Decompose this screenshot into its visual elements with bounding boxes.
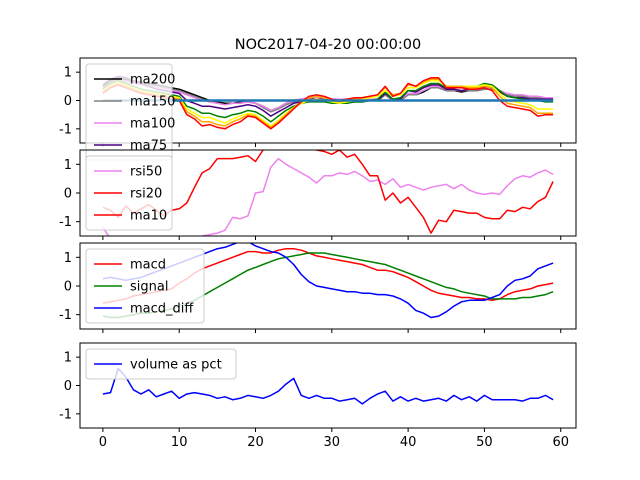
y-tick-label-rsi-1: 0: [64, 187, 72, 202]
x-tick-label-1: 10: [171, 435, 188, 450]
legend-label-rsi-0: rsi50: [130, 165, 162, 180]
series-line-ma-unnamed-6: [102, 78, 554, 129]
y-tick-label-volume-2: 1: [64, 351, 72, 366]
legend-ma: ma200 ma150 ma100 ma75: [85, 63, 175, 161]
x-tick-label-2: 20: [247, 435, 264, 450]
y-tick-label-macd-1: 0: [64, 280, 72, 295]
legend-label-ma-1: ma150: [130, 95, 175, 110]
y-tick-label-ma-2: 1: [64, 66, 72, 81]
legend-box-macd: [85, 248, 205, 324]
x-tick-label-0: 0: [99, 435, 107, 450]
x-tick-label-4: 40: [400, 435, 417, 450]
y-tick-label-rsi-2: 1: [64, 158, 72, 173]
legend-rsi: rsi50 rsi20 ma10: [85, 155, 173, 231]
legend-label-macd-1: signal: [130, 280, 168, 295]
series-line-rsi-rsi50: [102, 157, 554, 236]
y-tick-label-volume-1: 0: [64, 379, 72, 394]
legend-label-macd-0: macd: [130, 258, 166, 273]
legend-macd: macd signal macd_diff: [85, 248, 205, 324]
y-tick-label-rsi-0: -1: [59, 215, 72, 230]
y-tick-label-ma-0: -1: [59, 122, 72, 137]
legend-label-macd-2: macd_diff: [130, 302, 194, 317]
panel-rsi: -1 0 1 rsi50 rsi20 ma10: [59, 149, 577, 240]
panel-ma: -1 0 1 ma200 ma150 ma100 ma75: [59, 57, 577, 161]
legend-box-volume: [85, 348, 237, 380]
legend-label-rsi-2: ma10: [130, 209, 167, 224]
panel-volume-series: [102, 367, 554, 405]
x-tick-label-6: 60: [552, 435, 569, 450]
legend-label-ma-2: ma100: [130, 117, 175, 132]
legend-label-ma-0: ma200: [130, 73, 175, 88]
legend-label-rsi-1: rsi20: [130, 187, 162, 202]
series-line-rsi-rsi20: [102, 150, 554, 234]
panel-rsi-series: [102, 150, 554, 236]
series-line-volume-volume-as-pct: [102, 367, 554, 405]
y-tick-label-volume-0: -1: [59, 407, 72, 422]
y-tick-label-macd-2: 1: [64, 251, 72, 266]
legend-box-rsi: [85, 155, 173, 231]
y-tick-label-ma-1: 0: [64, 94, 72, 109]
panel-ma-series: [102, 75, 554, 130]
x-tick-label-5: 50: [476, 435, 493, 450]
panel-macd: -1 0 1 macd signal macd_diff: [59, 242, 577, 333]
x-tick-label-3: 30: [324, 435, 341, 450]
y-tick-label-macd-0: -1: [59, 308, 72, 323]
legend-label-volume-0: volume as pct: [130, 358, 222, 373]
chart-title: NOC2017-04-20 00:00:00: [235, 37, 421, 53]
legend-label-ma-3: ma75: [130, 139, 167, 154]
legend-volume: volume as pct: [85, 348, 237, 380]
